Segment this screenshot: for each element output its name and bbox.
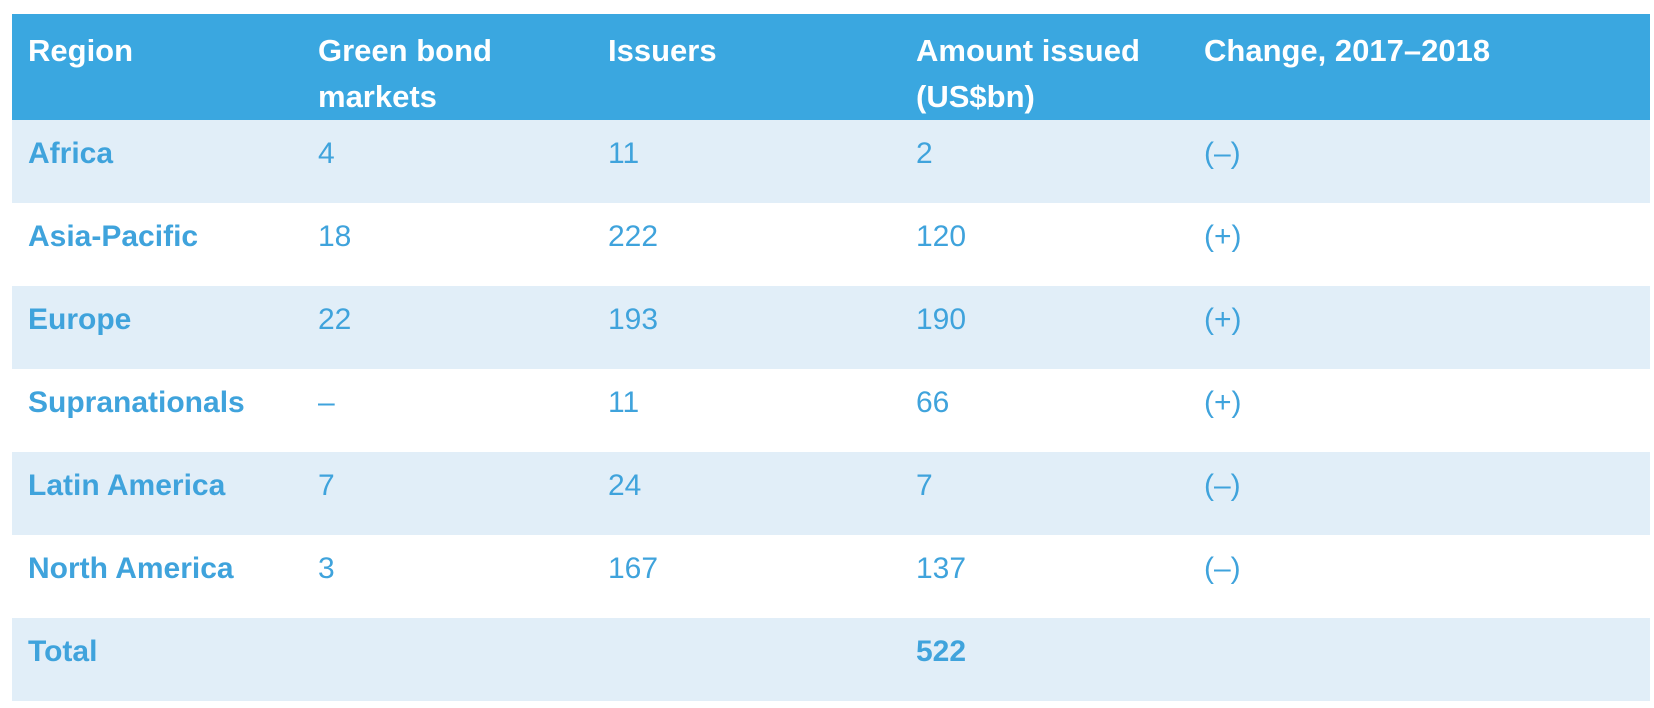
cell-change xyxy=(1188,618,1650,701)
cell-markets xyxy=(302,618,592,701)
table-row: Africa 4 11 2 (–) xyxy=(12,120,1650,203)
cell-markets: 7 xyxy=(318,469,335,502)
cell-issuers: 222 xyxy=(608,220,659,253)
cell-region: Asia-Pacific xyxy=(28,220,199,253)
cell-amount: 137 xyxy=(916,552,967,585)
table-row: North America 3 167 137 (–) xyxy=(12,535,1650,618)
cell-amount: 120 xyxy=(916,220,967,253)
cell-markets: 3 xyxy=(318,552,335,585)
cell-markets: 18 xyxy=(318,220,352,253)
cell-region: Africa xyxy=(28,137,114,170)
cell-change: (+) xyxy=(1204,386,1242,419)
col-header-region: Region xyxy=(12,14,302,120)
cell-amount: 522 xyxy=(916,635,967,668)
cell-issuers: 11 xyxy=(608,386,640,419)
cell-amount: 7 xyxy=(916,469,933,502)
cell-region: Total xyxy=(28,635,98,668)
cell-issuers: 24 xyxy=(608,469,642,502)
green-bond-markets-table: Region Green bond markets Issuers Amount… xyxy=(12,14,1650,701)
cell-issuers: 11 xyxy=(608,137,640,170)
cell-amount: 190 xyxy=(916,303,967,336)
col-header-change: Change, 2017–2018 xyxy=(1188,14,1650,120)
cell-change: (+) xyxy=(1204,220,1242,253)
cell-markets: – xyxy=(318,386,335,419)
cell-change: (+) xyxy=(1204,303,1242,336)
cell-amount: 2 xyxy=(916,137,933,170)
col-header-amount: Amount issued (US$bn) xyxy=(900,14,1188,120)
cell-region: North America xyxy=(28,552,234,585)
col-header-issuers: Issuers xyxy=(592,14,900,120)
cell-markets: 22 xyxy=(318,303,352,336)
cell-issuers: 167 xyxy=(608,552,659,585)
table-row: Latin America 7 24 7 (–) xyxy=(12,452,1650,535)
cell-region: Europe xyxy=(28,303,132,336)
cell-issuers xyxy=(592,618,900,701)
cell-change: (–) xyxy=(1204,552,1241,585)
col-header-markets: Green bond markets xyxy=(302,14,592,120)
table-row: Supranationals – 11 66 (+) xyxy=(12,369,1650,452)
cell-change: (–) xyxy=(1204,137,1241,170)
table-row: Europe 22 193 190 (+) xyxy=(12,286,1650,369)
cell-region: Supranationals xyxy=(28,386,245,419)
cell-region: Latin America xyxy=(28,469,226,502)
table-row-total: Total 522 xyxy=(12,618,1650,701)
cell-amount: 66 xyxy=(916,386,950,419)
cell-issuers: 193 xyxy=(608,303,659,336)
cell-change: (–) xyxy=(1204,469,1241,502)
table-row: Asia-Pacific 18 222 120 (+) xyxy=(12,203,1650,286)
cell-markets: 4 xyxy=(318,137,335,170)
header-row: Region Green bond markets Issuers Amount… xyxy=(12,14,1650,120)
